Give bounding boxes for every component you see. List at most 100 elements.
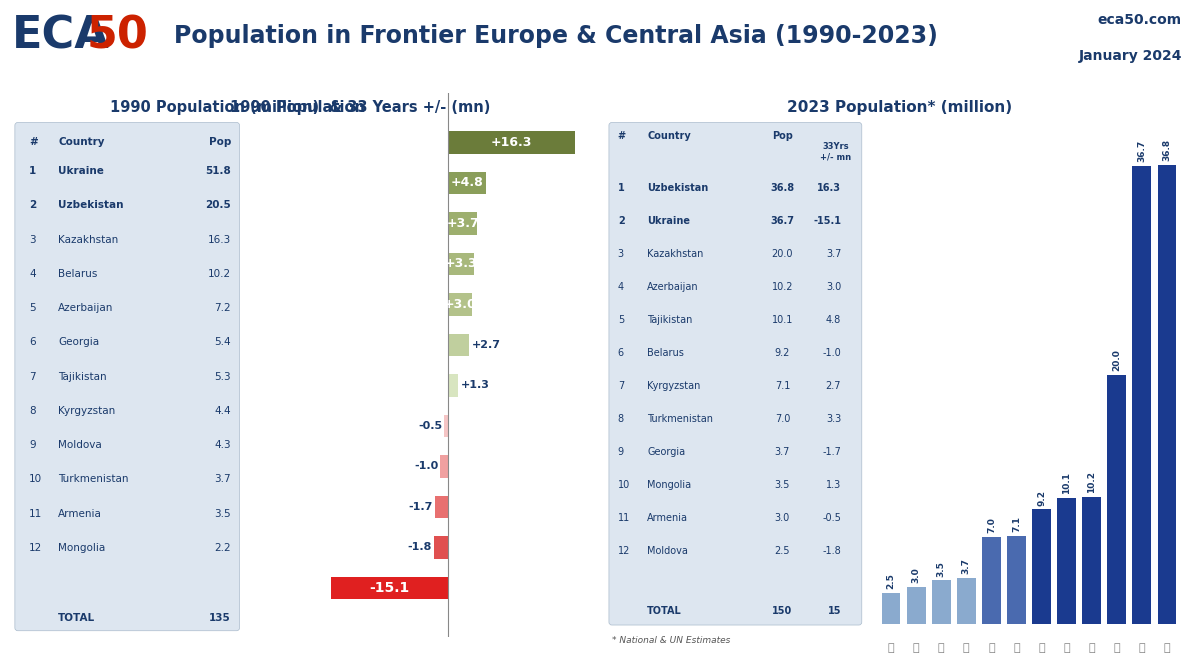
Text: 🏳: 🏳 <box>1038 643 1045 653</box>
Bar <box>932 580 950 624</box>
Text: 6: 6 <box>29 337 36 347</box>
Text: 5: 5 <box>618 315 624 325</box>
Text: 3.5: 3.5 <box>937 561 946 577</box>
Bar <box>956 578 976 624</box>
Text: 20.5: 20.5 <box>205 201 230 210</box>
Text: 2.7: 2.7 <box>826 381 841 391</box>
Text: 12: 12 <box>618 546 630 556</box>
Text: 3.7: 3.7 <box>961 558 971 574</box>
Text: 3: 3 <box>618 249 624 259</box>
Text: 4.8: 4.8 <box>826 315 841 325</box>
Bar <box>444 415 449 437</box>
Bar <box>436 496 449 518</box>
Bar <box>1032 509 1051 624</box>
Text: eca50.com: eca50.com <box>1098 13 1182 27</box>
Text: -1.7: -1.7 <box>822 447 841 457</box>
Text: 10.2: 10.2 <box>208 269 230 279</box>
Bar <box>449 172 486 194</box>
Text: 3.3: 3.3 <box>826 414 841 424</box>
Bar <box>449 253 474 275</box>
Text: 5: 5 <box>29 303 36 313</box>
Text: 5.4: 5.4 <box>215 337 230 347</box>
Text: 2.2: 2.2 <box>215 543 230 553</box>
Text: Tajikistan: Tajikistan <box>58 372 107 382</box>
Text: Ukraine: Ukraine <box>58 166 104 176</box>
Bar <box>449 374 458 396</box>
Text: TOTAL: TOTAL <box>58 613 95 623</box>
Text: 36.8: 36.8 <box>770 183 794 193</box>
Text: ECA: ECA <box>12 15 109 57</box>
Text: Country: Country <box>58 137 104 147</box>
Text: 🏳: 🏳 <box>1088 643 1096 653</box>
Text: 10.1: 10.1 <box>772 315 793 325</box>
Text: 3.5: 3.5 <box>215 509 230 519</box>
Text: Azerbaijan: Azerbaijan <box>58 303 114 313</box>
Text: 20.0: 20.0 <box>1112 349 1121 371</box>
Bar <box>1133 166 1151 624</box>
Text: 10: 10 <box>618 479 630 489</box>
Bar <box>331 577 449 599</box>
Text: Tajikistan: Tajikistan <box>647 315 692 325</box>
Text: 2023 Population* (million): 2023 Population* (million) <box>787 100 1013 115</box>
Text: 9.2: 9.2 <box>1037 489 1046 505</box>
Text: 50: 50 <box>86 15 149 57</box>
Text: 🏳: 🏳 <box>913 643 919 653</box>
Text: Mongolia: Mongolia <box>58 543 106 553</box>
Text: 10.2: 10.2 <box>772 282 793 292</box>
Bar <box>982 537 1001 624</box>
Text: 4: 4 <box>618 282 624 292</box>
Text: 135: 135 <box>209 613 230 623</box>
Text: 1: 1 <box>29 166 36 176</box>
Bar <box>440 456 449 477</box>
Text: +4.8: +4.8 <box>450 177 484 189</box>
Text: 10.2: 10.2 <box>1087 471 1097 493</box>
Text: Georgia: Georgia <box>647 447 685 457</box>
Text: 33Yrs
+/- mn: 33Yrs +/- mn <box>820 143 851 162</box>
Text: Turkmenistan: Turkmenistan <box>647 414 713 424</box>
Text: 36.7: 36.7 <box>1138 140 1146 163</box>
Text: 36.8: 36.8 <box>1163 139 1171 161</box>
Text: Turkmenistan: Turkmenistan <box>58 474 128 485</box>
Text: 🏳: 🏳 <box>1164 643 1170 653</box>
Text: #: # <box>29 137 38 147</box>
Text: 8: 8 <box>29 406 36 416</box>
Text: +2.7: +2.7 <box>472 340 500 350</box>
Text: 12: 12 <box>29 543 42 553</box>
Bar <box>449 131 575 153</box>
Text: Uzbekistan: Uzbekistan <box>58 201 124 210</box>
Text: 7.2: 7.2 <box>215 303 230 313</box>
Text: 4.3: 4.3 <box>215 440 230 450</box>
Bar <box>1007 536 1026 624</box>
Bar <box>449 293 472 315</box>
Text: 🏳: 🏳 <box>988 643 995 653</box>
Text: -1.0: -1.0 <box>414 461 438 471</box>
Text: 3.0: 3.0 <box>775 513 790 523</box>
Text: Ukraine: Ukraine <box>647 216 690 226</box>
Text: 11: 11 <box>29 509 42 519</box>
Text: 9: 9 <box>29 440 36 450</box>
Text: 7: 7 <box>29 372 36 382</box>
Bar <box>1082 497 1102 624</box>
Text: 8: 8 <box>618 414 624 424</box>
Text: Kyrgyzstan: Kyrgyzstan <box>647 381 701 391</box>
Text: -15.1: -15.1 <box>370 581 409 595</box>
Text: 5.3: 5.3 <box>215 372 230 382</box>
Text: * National & UN Estimates: * National & UN Estimates <box>612 636 731 645</box>
Text: Kazakhstan: Kazakhstan <box>647 249 703 259</box>
Text: 4.4: 4.4 <box>215 406 230 416</box>
FancyBboxPatch shape <box>608 122 862 625</box>
Text: 2: 2 <box>618 216 624 226</box>
Text: Kyrgyzstan: Kyrgyzstan <box>58 406 115 416</box>
Text: 10: 10 <box>29 474 42 485</box>
Text: Belarus: Belarus <box>58 269 97 279</box>
Text: 150: 150 <box>773 606 792 616</box>
Text: 🏳: 🏳 <box>962 643 970 653</box>
Bar <box>449 334 469 356</box>
Text: 9.2: 9.2 <box>775 348 790 358</box>
Text: Pop: Pop <box>772 131 793 141</box>
Text: 1990 Population: 1990 Population <box>230 100 370 115</box>
Text: Uzbekistan: Uzbekistan <box>647 183 708 193</box>
Text: 11: 11 <box>618 513 630 523</box>
Text: -1.8: -1.8 <box>822 546 841 556</box>
Text: 3.0: 3.0 <box>826 282 841 292</box>
